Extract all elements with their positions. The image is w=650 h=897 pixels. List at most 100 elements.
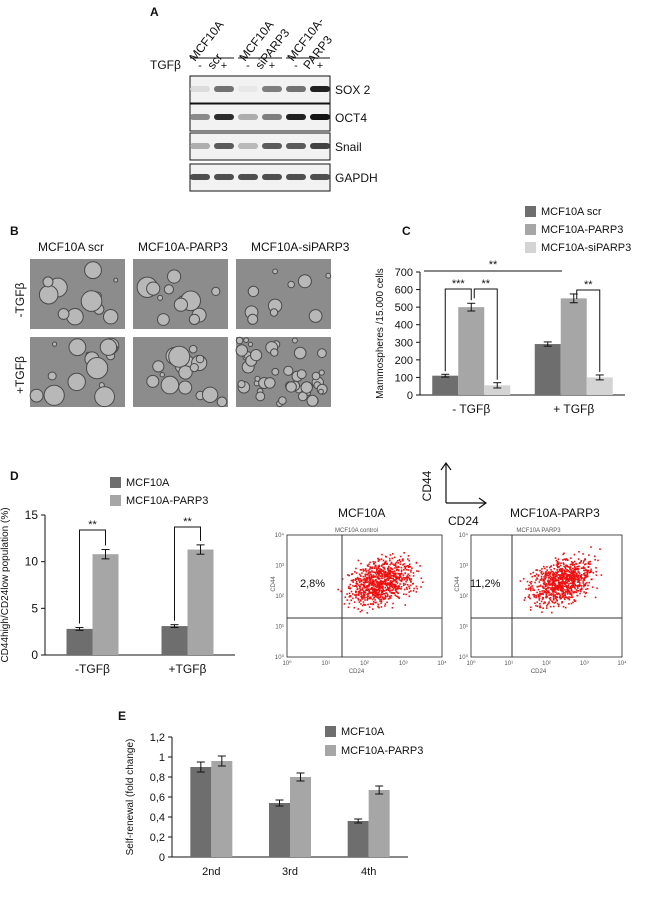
mammosphere [99, 338, 118, 356]
flow-event [361, 579, 363, 582]
flow-event [528, 594, 530, 596]
flow-x-tick: 10¹ [321, 661, 330, 667]
flow-event [406, 578, 408, 580]
flow-event [386, 577, 388, 580]
flow-event [578, 551, 580, 553]
flow-event [368, 571, 371, 573]
flow-event [544, 591, 547, 593]
flow-event [546, 574, 549, 576]
flow-event [555, 580, 558, 582]
flow-event [569, 582, 572, 585]
flow-event [395, 561, 398, 564]
mammosphere [173, 297, 188, 312]
flow-event [392, 574, 394, 577]
flow-event [368, 578, 371, 580]
micrograph-2 [236, 259, 332, 329]
flow-x-tick: 10⁴ [437, 660, 447, 667]
flow-event [547, 572, 549, 575]
flow-event [395, 595, 398, 597]
flow-event [398, 559, 401, 561]
flow-event [551, 589, 553, 592]
flow-event [539, 569, 541, 572]
panel-c-letter: C [402, 224, 411, 238]
flow-event [384, 603, 387, 605]
blot-frame [189, 163, 331, 192]
flow-event [561, 596, 564, 598]
flow-event [553, 579, 556, 581]
flow-event [355, 590, 358, 593]
flow-event [544, 581, 546, 584]
flow-event [554, 576, 556, 578]
flow-event [571, 591, 573, 593]
flow-event [544, 583, 546, 585]
flow-event [566, 587, 569, 589]
flow-event [353, 606, 356, 609]
flow-event [564, 581, 566, 583]
flow-event [377, 585, 379, 588]
flow-event [386, 563, 388, 565]
flow-event [393, 564, 396, 566]
flow-event [568, 578, 570, 581]
flow-event [405, 568, 408, 571]
flow-event [562, 576, 564, 579]
flow-event [395, 590, 397, 593]
flow-event [384, 605, 386, 607]
flow-event [600, 574, 603, 576]
flow-event [407, 566, 410, 568]
y-tick-label: 0 [31, 648, 38, 662]
flow-event [576, 581, 579, 583]
flow-event [555, 591, 557, 593]
flow-event [382, 570, 385, 572]
flow-event [570, 579, 572, 581]
y-tick-label: 600 [395, 285, 413, 297]
flow-event [364, 579, 366, 582]
flow-event [588, 571, 591, 574]
flow-event [577, 568, 580, 570]
flow-event [405, 586, 408, 589]
flow-event [582, 578, 585, 580]
flow-event [587, 565, 590, 568]
significance-label: ** [481, 278, 490, 290]
flow-event [533, 595, 536, 597]
flow-event [576, 594, 579, 597]
mammosphere [278, 396, 287, 405]
flow-y-tick: 10³ [275, 564, 284, 570]
blot-band [238, 174, 258, 180]
flow-event [369, 597, 371, 600]
flow-event [389, 590, 391, 593]
flow-event [370, 586, 373, 589]
flow-event [543, 580, 545, 582]
flow-event [547, 591, 550, 594]
flow-y-tick: 10⁴ [275, 532, 285, 539]
treatment-sign: - [198, 60, 202, 72]
flow-axis-marker: CD44 CD24 [420, 461, 488, 528]
flow-event [525, 588, 527, 590]
legend-swatch [110, 477, 121, 488]
flow-event [579, 584, 582, 587]
flow-event [397, 585, 400, 587]
flow-event [374, 572, 377, 574]
flow-event [372, 574, 375, 576]
y-tick-label: 0 [407, 390, 413, 402]
flow-event [553, 582, 555, 585]
flow-event [382, 571, 385, 573]
flow-event [374, 566, 376, 568]
flow-event [378, 591, 380, 594]
flow-event [384, 579, 386, 581]
flow-event [364, 575, 367, 578]
mammosphere [243, 337, 250, 344]
flow-event [561, 595, 564, 597]
flow-event [383, 593, 386, 595]
flow-event [537, 594, 539, 596]
mammosphere [66, 308, 84, 326]
x-tick-label: 2nd [202, 866, 220, 878]
flow-event [380, 591, 383, 594]
flow-event [403, 588, 406, 591]
flow-event [572, 569, 575, 572]
flow-event [366, 596, 368, 599]
flow-event [347, 574, 349, 576]
flow-event [547, 571, 550, 573]
flow-event [559, 588, 562, 591]
flow-event [378, 570, 381, 572]
flow-event [393, 592, 395, 594]
